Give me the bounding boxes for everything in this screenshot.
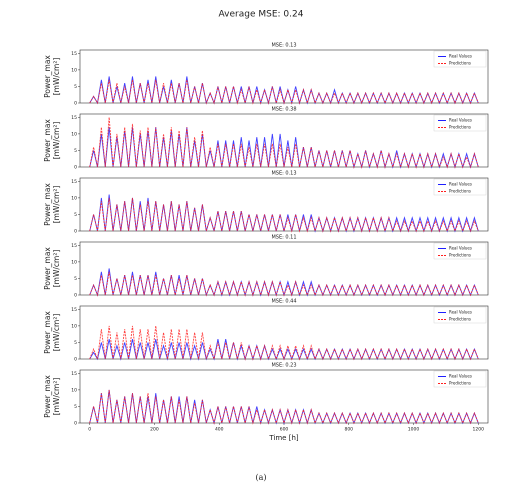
x-tick-label: 800 [344,427,353,433]
series-line [89,268,479,297]
y-tick-label: 10 [71,67,77,73]
legend-box [433,50,487,68]
y-tick-label: 5 [74,276,77,282]
caption: (a) [255,473,266,482]
y-axis-label-line: [mW/cm²] [52,58,61,96]
legend-label: Real Values [449,118,472,123]
y-tick-label: 15 [71,115,77,121]
y-axis-label-line: [mW/cm²] [52,186,61,224]
y-axis-label: Power_max [mW/cm²] [43,247,61,290]
y-tick-label: 0 [74,421,77,427]
legend-box [433,114,487,132]
y-axis-label-line: Power_max [43,247,52,290]
y-tick-label: 0 [74,101,77,107]
legend-label: Real Values [449,182,472,187]
y-tick-label: 10 [71,259,77,265]
y-axis-label-line: Power_max [43,55,52,98]
legend-label: Predictions [449,253,471,258]
y-axis-label: Power_max [mW/cm²] [43,55,61,98]
y-axis-label-line: Power_max [43,311,52,354]
series-line [89,339,479,361]
legend-label: Real Values [449,54,472,59]
y-tick-label: 5 [74,340,77,346]
y-axis-label: Power_max [mW/cm²] [43,311,61,354]
series-line [89,325,479,361]
series-line [89,389,479,425]
y-tick-label: 5 [74,84,77,90]
series-line [89,127,479,169]
y-tick-label: 0 [74,293,77,299]
y-tick-label: 0 [74,357,77,363]
subplot-title: MSE: 0.11 [271,235,296,241]
y-axis-label-line: [mW/cm²] [52,122,61,160]
y-tick-label: 15 [71,307,77,313]
y-tick-label: 0 [74,165,77,171]
subplot-title: MSE: 0.13 [271,171,296,177]
series-line [89,117,479,169]
x-tick-label: 1200 [473,427,485,433]
x-tick-label: 1000 [408,427,420,433]
subplot-title: MSE: 0.23 [271,363,296,369]
legend-label: Real Values [449,374,472,379]
subplot-title: MSE: 0.38 [271,107,296,113]
series-line [89,197,479,233]
legend-box [433,306,487,324]
subplot-title: MSE: 0.13 [271,43,296,49]
series-line [89,76,479,105]
y-tick-label: 0 [74,229,77,235]
y-tick-label: 10 [71,387,77,393]
x-axis-label: Time [h] [268,434,299,442]
y-tick-label: 5 [74,148,77,154]
subplot-title: MSE: 0.44 [271,299,296,305]
y-tick-label: 15 [71,179,77,185]
legend-label: Predictions [449,381,471,386]
y-tick-label: 15 [71,51,77,57]
legend-label: Predictions [449,189,471,194]
series-line [89,194,479,233]
legend-box [433,242,487,260]
legend-label: Predictions [449,317,471,322]
legend-label: Predictions [449,61,471,66]
x-tick-label: 200 [150,427,159,433]
legend-box [433,178,487,196]
y-tick-label: 10 [71,323,77,329]
series-line [89,389,479,425]
y-axis-label-line: Power_max [43,375,52,418]
y-axis-label-line: [mW/cm²] [52,378,61,416]
y-axis-label-line: Power_max [43,183,52,226]
legend-box [433,370,487,388]
legend-label: Predictions [449,125,471,130]
y-tick-label: 15 [71,371,77,377]
y-axis-label-line: [mW/cm²] [52,314,61,352]
y-tick-label: 5 [74,404,77,410]
legend-label: Real Values [449,310,472,315]
y-tick-label: 15 [71,243,77,249]
legend-label: Real Values [449,246,472,251]
x-tick-label: 400 [215,427,224,433]
y-tick-label: 5 [74,212,77,218]
series-line [89,79,479,105]
y-axis-label: Power_max [mW/cm²] [43,183,61,226]
y-axis-label: Power_max [mW/cm²] [43,375,61,418]
y-axis-label-line: [mW/cm²] [52,250,61,288]
x-tick-label: 0 [88,427,91,433]
figure-title: Average MSE: 0.24 [219,10,304,20]
y-axis-label-line: Power_max [43,119,52,162]
x-tick-label: 600 [280,427,289,433]
series-line [89,271,479,297]
y-tick-label: 10 [71,195,77,201]
y-tick-label: 10 [71,131,77,137]
y-axis-label: Power_max [mW/cm²] [43,119,61,162]
